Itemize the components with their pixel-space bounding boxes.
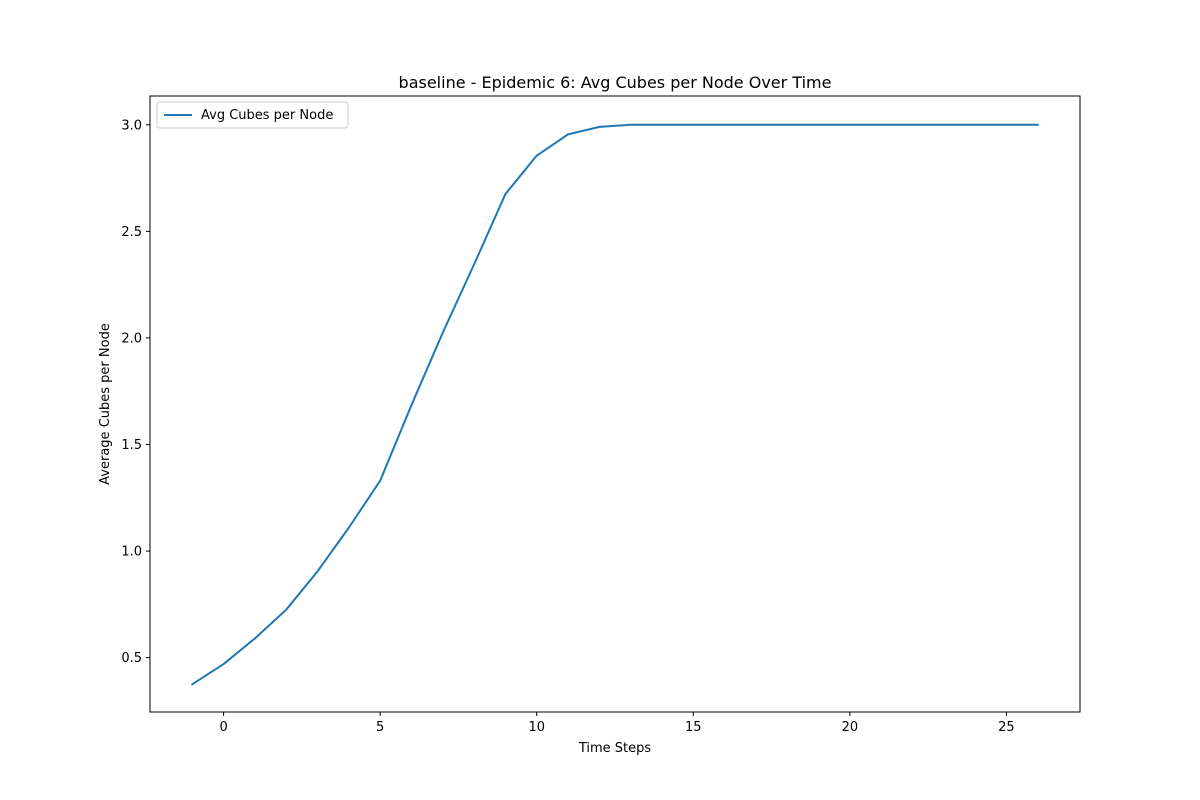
plot-area [149,95,1081,713]
plot-frame [149,95,1081,713]
x-tick-label: 0 [219,720,227,735]
y-tick-label: 1.0 [121,545,142,560]
x-tick-label: 15 [685,720,702,735]
y-axis-label: Average Cubes per Node [98,323,113,485]
y-tick-label: 1.5 [121,438,142,453]
legend-label: Avg Cubes per Node [201,108,333,123]
x-tick-label: 25 [998,720,1015,735]
chart-title: baseline - Epidemic 6: Avg Cubes per Nod… [399,73,832,92]
x-axis-label: Time Steps [578,741,652,756]
series-line [190,123,1039,686]
y-axis: 0.5 1.0 1.5 2.0 2.5 3.0 [121,118,150,666]
x-tick-label: 10 [528,720,545,735]
series-layer [190,123,1039,686]
y-tick-label: 3.0 [121,118,142,133]
x-tick-label: 20 [842,720,859,735]
x-tick-label: 5 [376,720,384,735]
x-axis: 0 5 10 15 20 25 [219,712,1015,735]
legend-box [156,101,349,129]
y-tick-label: 2.5 [121,225,142,240]
legend: Avg Cubes per Node [156,101,349,129]
y-tick-label: 0.5 [121,651,142,666]
y-tick-label: 2.0 [121,331,142,346]
